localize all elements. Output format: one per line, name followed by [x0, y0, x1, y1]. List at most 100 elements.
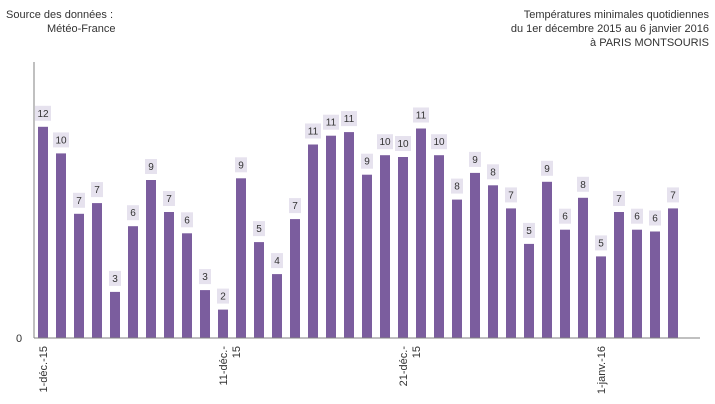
bar-16-déc.-15	[308, 144, 318, 338]
data-label: 11	[416, 111, 427, 122]
bar-22-déc.-15	[416, 128, 426, 338]
data-label: 4	[274, 256, 280, 267]
data-label-bg	[73, 192, 85, 208]
data-label-bg	[649, 210, 661, 226]
data-label-bg	[577, 176, 589, 192]
bar-25-déc.-15	[470, 172, 480, 338]
bar-24-déc.-15	[452, 199, 462, 338]
data-label-bg	[217, 288, 229, 304]
bar-31-déc.-15	[578, 197, 588, 338]
data-label: 5	[526, 226, 532, 237]
bar-1-janv.-16	[596, 256, 606, 338]
x-tick-label-line1: 21-déc.-	[398, 346, 410, 387]
bar-13-déc.-15	[254, 242, 264, 338]
bar-29-déc.-15	[542, 181, 552, 338]
data-label-bg	[667, 187, 679, 203]
bar-3-janv.-16	[632, 229, 642, 338]
bars-group	[38, 126, 678, 339]
x-tick-label-line1: 11-déc.-	[218, 346, 230, 386]
source-line-1: Source des données :	[6, 9, 114, 21]
data-label-bg	[127, 205, 139, 221]
data-label: 6	[562, 212, 568, 223]
data-label-bg	[91, 182, 103, 198]
bar-3-déc.-15	[74, 213, 84, 339]
data-label: 5	[598, 238, 604, 249]
data-label: 8	[580, 180, 586, 191]
x-tick-labels-group: 1-déc.-15 11-déc.- 15 21-déc.- 15 1-janv.-16	[38, 346, 608, 394]
x-tick-label-line1: 1-déc.-15	[38, 346, 50, 392]
data-label: 9	[148, 162, 154, 173]
source-note: Source des données : Météo-France	[6, 8, 115, 36]
bar-1-déc.-15	[38, 126, 48, 338]
data-label-bg	[323, 114, 339, 130]
bar-20-déc.-15	[380, 155, 390, 338]
data-label-bg	[595, 235, 607, 251]
bar-7-déc.-15	[146, 180, 156, 338]
data-label: 7	[670, 190, 676, 201]
data-label: 7	[292, 201, 298, 212]
x-tick-label-line2: 15	[231, 346, 243, 358]
x-tick-1-déc.-15: 1-déc.-15	[38, 346, 50, 392]
data-label-bg	[235, 157, 247, 173]
bar-28-déc.-15	[524, 243, 534, 338]
bar-5-déc.-15	[110, 291, 120, 338]
data-label: 9	[364, 157, 370, 168]
data-label: 10	[379, 137, 391, 148]
chart-title: Températures minimales quotidiennes du 1…	[511, 8, 709, 50]
bar-14-déc.-15	[272, 274, 282, 338]
data-label-bg	[53, 132, 69, 148]
data-label: 12	[37, 109, 49, 120]
data-label: 9	[544, 164, 550, 175]
data-label-bg	[395, 136, 411, 151]
bar-11-déc.-15	[218, 309, 228, 338]
bar-15-déc.-15	[290, 219, 300, 338]
data-label-bg	[253, 221, 265, 237]
data-label: 10	[433, 137, 445, 148]
data-label: 2	[220, 292, 226, 303]
data-label-bg	[361, 153, 373, 169]
data-label: 11	[344, 114, 355, 125]
title-line-2: du 1er décembre 2015 au 6 janvier 2016	[510, 23, 709, 35]
bar-10-déc.-15	[200, 290, 210, 338]
data-label-bg	[109, 270, 121, 286]
bar-5-janv.-16	[668, 208, 678, 338]
data-label: 7	[616, 194, 622, 205]
bar-17-déc.-15	[326, 135, 336, 338]
data-label-bg	[631, 208, 643, 224]
bar-19-déc.-15	[362, 174, 372, 338]
data-label: 3	[112, 274, 118, 285]
bar-6-déc.-15	[128, 226, 138, 338]
data-label: 3	[202, 272, 208, 283]
title-line-1: Températures minimales quotidiennes	[523, 9, 709, 21]
data-label: 6	[652, 214, 658, 225]
title-line-3: à PARIS MONTSOURIS	[590, 37, 709, 49]
data-label-bg	[613, 191, 625, 206]
data-label: 10	[397, 139, 409, 150]
data-label: 7	[166, 194, 172, 205]
bar-30-déc.-15	[560, 229, 570, 338]
data-label: 5	[256, 224, 262, 235]
bar-21-déc.-15	[398, 157, 408, 338]
bar-2-déc.-15	[56, 153, 66, 338]
data-label-bg	[487, 164, 499, 180]
data-label: 8	[454, 182, 460, 193]
data-label: 7	[508, 190, 514, 201]
x-tick-11-déc.-: 11-déc.- 15	[218, 346, 243, 386]
bar-8-déc.-15	[164, 212, 174, 338]
bar-4-janv.-16	[650, 231, 660, 338]
bar-9-déc.-15	[182, 233, 192, 338]
data-label: 9	[472, 155, 478, 166]
data-label-bg	[451, 178, 463, 194]
data-label: 10	[55, 135, 67, 146]
data-label-bg	[341, 111, 357, 127]
data-label-bg	[305, 123, 321, 139]
data-label-bg	[199, 269, 211, 285]
data-label-bg	[505, 187, 517, 203]
x-tick-1-janv.-16: 1-janv.-16	[596, 346, 608, 394]
data-label-bg	[377, 134, 393, 150]
data-label: 9	[238, 160, 244, 171]
x-tick-label-line1: 1-janv.-16	[596, 346, 608, 394]
data-label-bg	[413, 107, 429, 123]
data-label-bg	[541, 160, 553, 176]
data-label: 6	[634, 212, 640, 223]
